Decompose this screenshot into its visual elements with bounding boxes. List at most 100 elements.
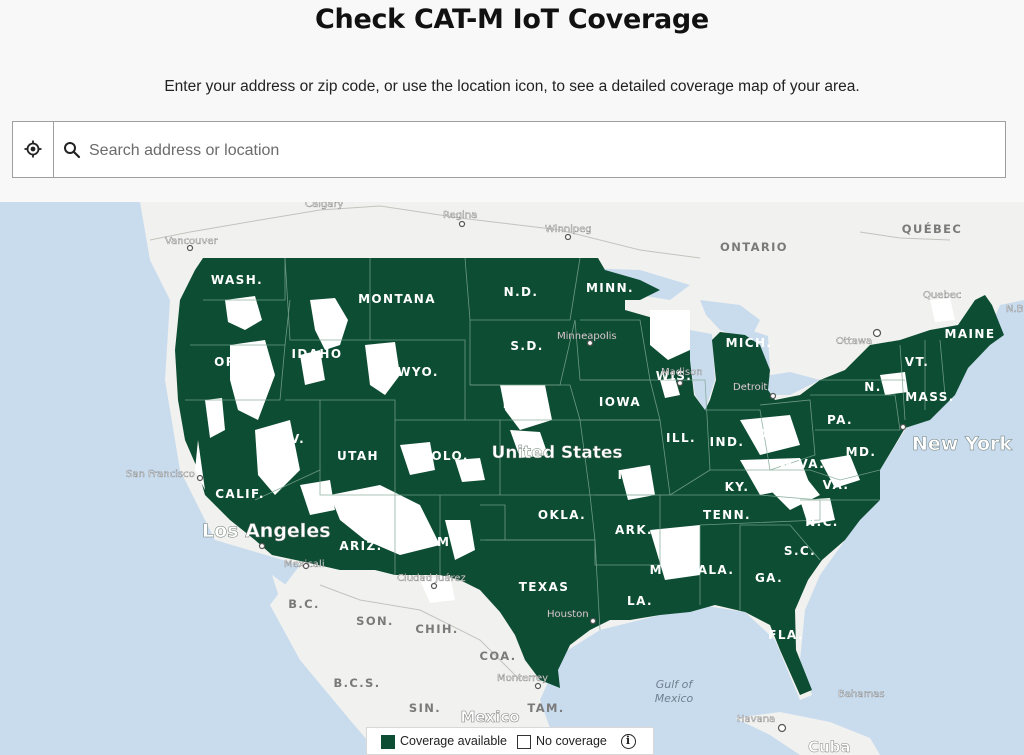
state-label: MASS. <box>905 390 955 404</box>
city-marker <box>586 339 594 347</box>
region-label: CHIH. <box>415 622 458 636</box>
page-subtitle: Enter your address or zip code, or use t… <box>164 78 860 95</box>
state-label: TEXAS <box>519 580 570 594</box>
state-label: VT. <box>905 355 929 369</box>
page-title: Check CAT-M IoT Coverage <box>315 4 709 35</box>
state-label: ALA. <box>698 563 735 577</box>
map-legend: Coverage available No coverage i <box>366 727 654 755</box>
state-label: KY. <box>725 480 750 494</box>
city-label: Monterrey <box>497 673 548 684</box>
water-label: Gulf of Mexico <box>655 678 695 705</box>
coverage-swatch <box>381 735 395 749</box>
state-label: OHIO <box>757 427 798 441</box>
state-label: WIS. <box>656 369 693 383</box>
state-labels: WASH. MONTANA N.D. MINN. ORE. IDAHO S.D.… <box>211 273 996 642</box>
city-markers <box>186 220 907 733</box>
state-label: MD. <box>846 445 877 459</box>
state-label: IDAHO <box>292 347 343 361</box>
region-labels: ONTARIO QUÉBEC B.C. SON. CHIH. COA. B.C.… <box>288 221 962 715</box>
region-label: SON. <box>356 614 394 628</box>
magnifier-icon <box>64 142 81 159</box>
state-label: CALIF. <box>215 487 265 501</box>
water-label-line: Mexico <box>655 692 694 705</box>
city-label: Vancouver <box>165 236 219 247</box>
state-label: WYO. <box>397 365 439 379</box>
land-cuba <box>735 712 880 755</box>
no-coverage-legend-label: No coverage <box>536 734 607 748</box>
country-label-mexico: Mexico <box>460 708 519 726</box>
city-marker <box>589 617 597 625</box>
region-label: QUÉBEC <box>902 221 962 236</box>
state-label: W.VA. <box>779 457 825 471</box>
state-label: N.Y. <box>864 380 895 394</box>
state-label: MINN. <box>586 281 634 295</box>
region-label: SIN. <box>409 701 441 715</box>
city-marker <box>186 244 194 252</box>
roads <box>149 205 951 681</box>
water-label-line: Gulf of <box>656 678 695 691</box>
city-label: Madison <box>661 367 703 378</box>
state-label: IND. <box>710 435 745 449</box>
city-marker <box>676 379 684 387</box>
state-label: NEV. <box>269 432 305 446</box>
region-label: B.C. <box>288 597 320 611</box>
city-label: Ciudad Juárez <box>397 572 466 584</box>
state-label: IOWA <box>599 395 641 409</box>
location-button[interactable] <box>13 122 54 177</box>
state-label: LA. <box>627 594 653 608</box>
search-bar <box>12 121 1006 178</box>
page-header: Check CAT-M IoT Coverage Enter your addr… <box>0 0 1024 202</box>
state-label: PA. <box>827 413 853 427</box>
region-label: ONTARIO <box>720 240 788 254</box>
state-label: MISS. <box>650 563 695 577</box>
state-label: MONTANA <box>358 292 436 306</box>
state-label: N.M. <box>420 535 457 549</box>
state-label: VA. <box>823 478 850 492</box>
city-marker <box>899 423 907 431</box>
land-baja <box>272 575 375 722</box>
city-marker <box>534 682 542 690</box>
city-label-large: Los Angeles <box>202 520 331 542</box>
state-label: TENN. <box>703 508 751 522</box>
state-label: MAINE <box>945 327 996 341</box>
city-label: N.B. <box>1006 304 1024 315</box>
search-input[interactable] <box>87 134 971 168</box>
city-label: Houston <box>547 609 589 620</box>
country-label: United States <box>491 443 622 463</box>
crosshair-location-icon <box>24 140 42 158</box>
city-marker <box>458 220 466 228</box>
city-label: Ottawa <box>836 336 872 347</box>
city-label: Detroit <box>733 382 768 393</box>
city-label: Winnipeg <box>545 224 592 235</box>
region-label: B.C.S. <box>334 676 381 690</box>
coverage-map[interactable]: WASH. MONTANA N.D. MINN. ORE. IDAHO S.D.… <box>0 202 1024 755</box>
state-label: UTAH <box>337 449 379 463</box>
region-label: TAM. <box>527 701 564 715</box>
city-label: Havana <box>737 714 775 725</box>
state-label: N.C. <box>805 515 839 529</box>
city-labels: Calgary Regina Winnipeg Vancouver Quebec… <box>126 202 1024 725</box>
city-marker <box>196 474 204 482</box>
state-label: NEBR. <box>503 397 551 411</box>
state-label: ILL. <box>666 431 696 445</box>
city-marker <box>564 233 572 241</box>
state-label: N.D. <box>504 285 539 299</box>
no-coverage-areas <box>195 296 955 603</box>
region-label: COA. <box>480 649 517 663</box>
city-label: Bahamas <box>838 689 885 700</box>
state-label: GA. <box>755 571 783 585</box>
state-label: MO. <box>618 468 649 482</box>
state-label: COLO. <box>421 449 469 463</box>
info-icon[interactable]: i <box>621 734 636 749</box>
map-canvas[interactable]: WASH. MONTANA N.D. MINN. ORE. IDAHO S.D.… <box>0 202 1024 755</box>
city-marker <box>769 392 777 400</box>
state-label: ARK. <box>615 523 653 537</box>
city-label: San Francisco <box>126 469 195 480</box>
city-label: Calgary <box>305 202 343 210</box>
state-label: OKLA. <box>538 508 586 522</box>
city-marker <box>430 582 438 590</box>
state-label: ORE. <box>214 355 252 369</box>
state-borders <box>185 257 946 631</box>
state-label: S.D. <box>510 339 543 353</box>
state-label: WASH. <box>211 273 263 287</box>
